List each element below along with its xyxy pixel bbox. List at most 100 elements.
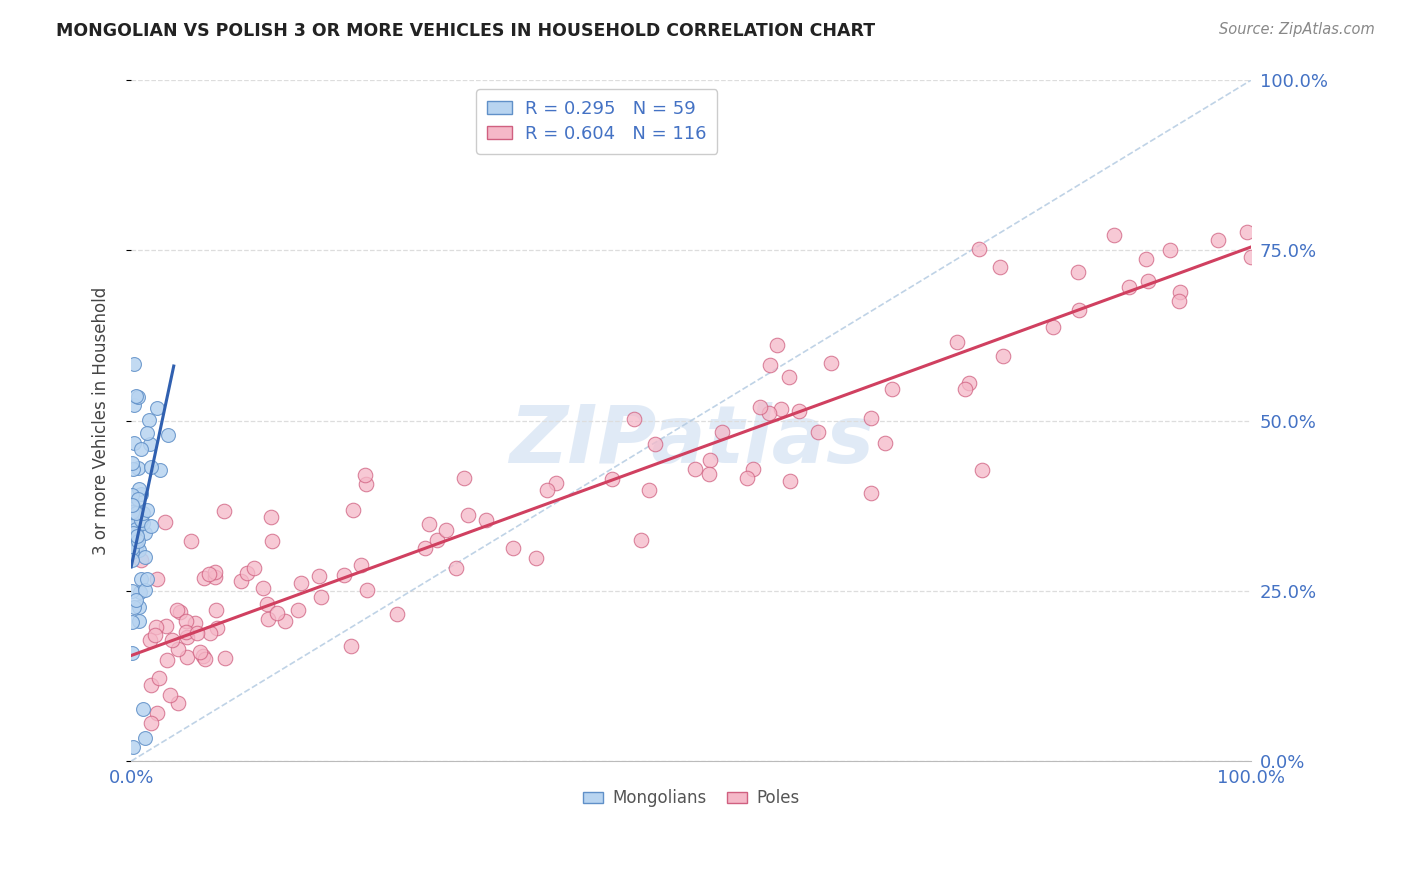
Point	[139, 436, 162, 450]
Point	[145, 706, 167, 720]
Point	[741, 461, 763, 475]
Point	[121, 553, 143, 567]
Point	[174, 625, 197, 640]
Point	[536, 483, 558, 498]
Point	[356, 583, 378, 598]
Point	[121, 505, 143, 519]
Text: Source: ZipAtlas.com: Source: ZipAtlas.com	[1219, 22, 1375, 37]
Point	[162, 632, 184, 647]
Point	[121, 584, 143, 599]
Point	[125, 592, 148, 607]
Point	[186, 625, 208, 640]
Point	[184, 615, 207, 630]
Point	[124, 389, 146, 403]
Point	[214, 650, 236, 665]
Point	[252, 581, 274, 595]
Point	[121, 615, 143, 630]
Point	[882, 382, 904, 396]
Point	[139, 716, 162, 731]
Point	[121, 740, 143, 755]
Point	[122, 462, 145, 476]
Point	[131, 516, 153, 530]
Point	[125, 538, 148, 552]
Point	[683, 462, 706, 476]
Point	[256, 597, 278, 611]
Point	[735, 471, 758, 485]
Point	[699, 453, 721, 467]
Point	[1042, 320, 1064, 334]
Point	[146, 401, 169, 415]
Point	[770, 401, 793, 416]
Point	[759, 358, 782, 372]
Point	[131, 553, 153, 567]
Point	[124, 398, 146, 412]
Point	[121, 499, 143, 513]
Point	[243, 561, 266, 575]
Legend: Mongolians, Poles: Mongolians, Poles	[576, 782, 807, 814]
Point	[138, 412, 160, 426]
Point	[260, 509, 283, 524]
Point	[157, 427, 180, 442]
Point	[156, 653, 179, 667]
Point	[139, 459, 162, 474]
Point	[128, 482, 150, 496]
Point	[413, 541, 436, 556]
Point	[121, 541, 143, 555]
Point	[129, 442, 152, 456]
Point	[967, 242, 990, 256]
Point	[148, 671, 170, 685]
Point	[354, 468, 377, 483]
Point	[311, 590, 333, 604]
Point	[200, 626, 222, 640]
Point	[859, 411, 882, 425]
Point	[212, 504, 235, 518]
Point	[136, 503, 159, 517]
Point	[457, 508, 479, 522]
Point	[121, 646, 143, 660]
Point	[205, 603, 228, 617]
Point	[236, 566, 259, 581]
Point	[945, 334, 967, 349]
Point	[256, 612, 278, 626]
Point	[453, 471, 475, 485]
Point	[121, 520, 143, 534]
Point	[260, 534, 283, 549]
Point	[204, 570, 226, 584]
Point	[124, 519, 146, 533]
Point	[124, 357, 146, 371]
Point	[308, 569, 330, 583]
Point	[502, 541, 524, 555]
Point	[820, 356, 842, 370]
Point	[274, 614, 297, 628]
Point	[748, 401, 770, 415]
Point	[128, 543, 150, 558]
Point	[145, 620, 167, 634]
Point	[290, 576, 312, 591]
Point	[121, 526, 143, 541]
Point	[134, 731, 156, 745]
Point	[342, 502, 364, 516]
Point	[121, 514, 143, 528]
Point	[623, 412, 645, 426]
Point	[188, 645, 211, 659]
Point	[544, 475, 567, 490]
Point	[198, 566, 221, 581]
Point	[127, 529, 149, 543]
Point	[127, 534, 149, 549]
Point	[159, 688, 181, 702]
Point	[758, 406, 780, 420]
Point	[136, 572, 159, 586]
Point	[193, 648, 215, 663]
Point	[129, 584, 152, 599]
Point	[637, 483, 659, 497]
Point	[128, 600, 150, 615]
Point	[350, 558, 373, 572]
Point	[139, 632, 162, 647]
Point	[766, 338, 789, 352]
Point	[1159, 244, 1181, 258]
Point	[155, 619, 177, 633]
Point	[180, 534, 202, 549]
Point	[127, 390, 149, 404]
Point	[1168, 294, 1191, 309]
Point	[166, 642, 188, 657]
